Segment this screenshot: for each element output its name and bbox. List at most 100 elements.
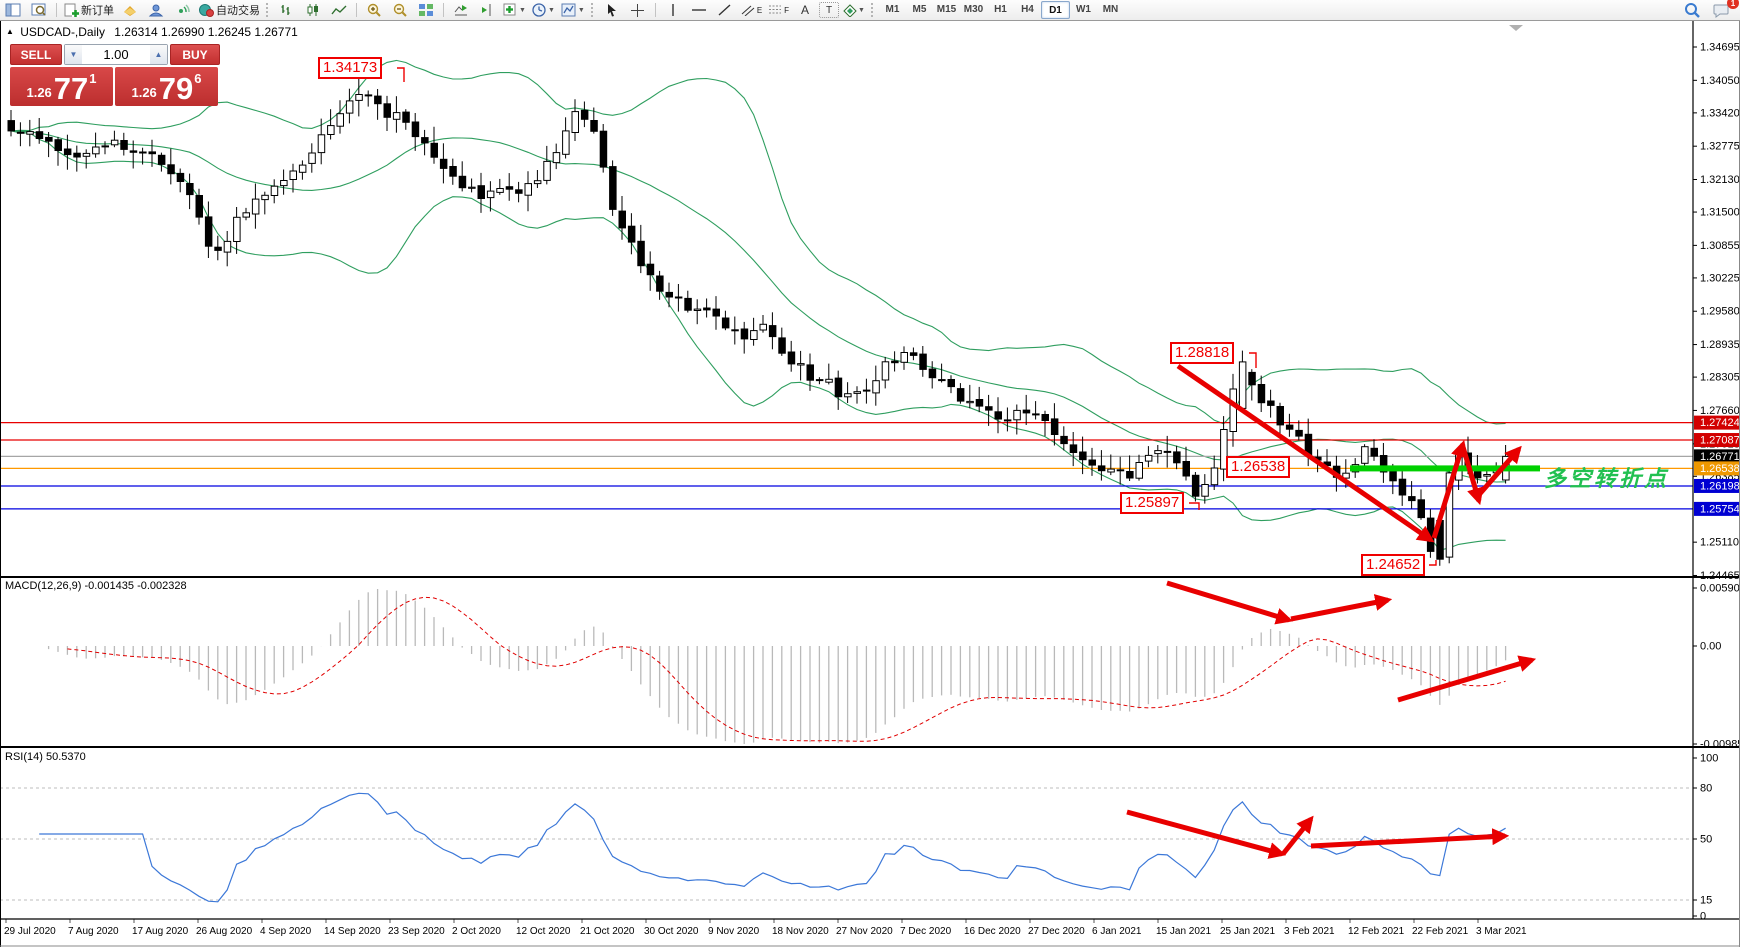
text-label-button[interactable]: T (819, 2, 840, 18)
svg-text:-0.009851: -0.009851 (1700, 739, 1740, 751)
accounts-button[interactable] (144, 1, 168, 19)
data-window-button[interactable] (27, 1, 51, 19)
volume-decrease-button[interactable]: ▼ (65, 45, 82, 64)
autotrading-button[interactable]: 自动交易 (196, 1, 262, 19)
timeframe-h1[interactable]: H1 (994, 3, 1007, 15)
timeframe-m1[interactable]: M1 (885, 3, 900, 15)
volume-input[interactable]: 1.00 (82, 45, 150, 64)
text-button[interactable]: A (801, 3, 810, 17)
candlestick-button[interactable] (301, 1, 325, 19)
search-button[interactable] (1680, 1, 1704, 19)
chart-title: ▲ USDCAD-,Daily 1.26314 1.26990 1.26245 … (6, 25, 298, 39)
green-band (1350, 25, 1540, 472)
channel-letter: E (756, 5, 763, 15)
tile-windows-button[interactable] (414, 1, 438, 19)
panel-frames (0, 20, 1740, 947)
trendline-button[interactable] (713, 1, 737, 19)
buy-button[interactable]: BUY (170, 44, 220, 65)
chart-marker-icon: ▲ (6, 27, 14, 36)
channel-button[interactable]: E (739, 1, 764, 19)
buy-price-button[interactable]: 1.26 79 6 (115, 67, 218, 106)
one-click-trading-widget: SELL ▼ 1.00 ▲ BUY 1.26 77 1 1.26 79 6 (10, 44, 220, 106)
indicators-button[interactable]: ▼ (501, 1, 528, 19)
svg-text:1.30855: 1.30855 (1700, 240, 1740, 252)
svg-text:15 Jan 2021: 15 Jan 2021 (1156, 926, 1211, 937)
svg-text:22 Feb 2021: 22 Feb 2021 (1412, 926, 1469, 937)
svg-text:27 Nov 2020: 27 Nov 2020 (836, 926, 893, 937)
svg-text:3 Feb 2021: 3 Feb 2021 (1284, 926, 1335, 937)
chevron-down-icon: ▼ (547, 6, 555, 14)
turning-point-annotation: 多空转折点 (1544, 466, 1670, 491)
templates-button[interactable]: ▼ (559, 1, 587, 19)
price-callout: 1.26538 (1226, 456, 1291, 478)
chart-shift-marker (1509, 25, 1523, 31)
price-callout: 1.24652 (1361, 554, 1426, 576)
date-axis: 29 Jul 2020 7 Aug 2020 17 Aug 2020 26 Aug 2… (4, 919, 1527, 937)
sell-price-button[interactable]: 1.26 77 1 (10, 67, 113, 106)
svg-text:2 Oct 2020: 2 Oct 2020 (452, 926, 501, 937)
symbol-period-label: USDCAD-,Daily (20, 25, 105, 39)
svg-text:50: 50 (1700, 834, 1712, 846)
timeframe-m5[interactable]: M5 (912, 3, 927, 15)
autotrading-label: 自动交易 (216, 5, 260, 17)
svg-text:7 Aug 2020: 7 Aug 2020 (68, 926, 119, 937)
ohlc-values: 1.26314 1.26990 1.26245 1.26771 (114, 25, 298, 39)
svg-text:100: 100 (1700, 753, 1718, 765)
svg-text:0: 0 (1700, 911, 1706, 923)
svg-text:21 Oct 2020: 21 Oct 2020 (580, 926, 635, 937)
chart-canvas[interactable]: 1.34695 1.34050 1.33420 1.32775 1.32130 1.315… (0, 20, 1740, 947)
svg-text:29 Jul 2020: 29 Jul 2020 (4, 926, 56, 937)
vertical-line-button[interactable] (661, 1, 685, 19)
svg-text:6 Jan 2021: 6 Jan 2021 (1092, 926, 1142, 937)
signals-button[interactable] (170, 1, 194, 19)
chart-shift-button[interactable] (475, 1, 499, 19)
periods-button[interactable]: ▼ (530, 1, 557, 19)
zoom-out-button[interactable] (388, 1, 412, 19)
rsi-title: RSI(14) 50.5370 (5, 751, 86, 763)
svg-text:1.31500: 1.31500 (1700, 207, 1740, 219)
svg-text:27 Dec 2020: 27 Dec 2020 (1028, 926, 1085, 937)
charts-panel-button[interactable] (1, 1, 25, 19)
line-chart-button[interactable] (327, 1, 351, 19)
timeframe-m15[interactable]: M15 (936, 3, 957, 15)
notification-badge: 1 (1727, 0, 1739, 9)
svg-text:1.32130: 1.32130 (1700, 174, 1740, 186)
notifications-button[interactable]: 1 (1709, 0, 1739, 19)
svg-text:18 Nov 2020: 18 Nov 2020 (772, 926, 829, 937)
cursor-button[interactable] (600, 1, 624, 19)
timeframe-m30[interactable]: M30 (963, 3, 984, 15)
buy-price-pip: 6 (194, 71, 202, 86)
buy-price-small: 1.26 (131, 85, 157, 100)
price-callout: 1.25897 (1120, 492, 1185, 514)
depth-of-market-button[interactable] (118, 1, 142, 19)
svg-text:1.27660: 1.27660 (1700, 405, 1740, 417)
timeframe-d1[interactable]: D1 (1040, 1, 1070, 19)
price-callout: 1.34173 (318, 57, 383, 79)
chevron-down-icon: ▼ (577, 6, 585, 14)
fibonacci-button[interactable]: F (766, 1, 791, 19)
new-order-button[interactable]: 新订单 (62, 1, 116, 19)
svg-text:1.29580: 1.29580 (1700, 306, 1740, 318)
svg-text:26 Aug 2020: 26 Aug 2020 (196, 926, 253, 937)
autoscroll-button[interactable] (449, 1, 473, 19)
svg-text:15: 15 (1700, 895, 1712, 907)
svg-text:3 Mar 2021: 3 Mar 2021 (1476, 926, 1527, 937)
bar-chart-button[interactable] (275, 1, 299, 19)
horizontal-line-button[interactable] (687, 1, 711, 19)
sell-price-big: 77 (53, 71, 89, 106)
crosshair-button[interactable] (626, 1, 650, 19)
timeframe-w1[interactable]: W1 (1075, 3, 1091, 15)
svg-text:16 Dec 2020: 16 Dec 2020 (964, 926, 1021, 937)
price-callout: 1.28818 (1170, 342, 1235, 364)
toolbar: 新订单 自动交易 ▼ ▼ ▼ E F A T ▼ M1 M5 M15 M30 H1 H4 D… (0, 0, 1740, 21)
svg-text:30 Oct 2020: 30 Oct 2020 (644, 926, 699, 937)
sell-button[interactable]: SELL (10, 44, 62, 65)
volume-increase-button[interactable]: ▲ (150, 45, 167, 64)
timeframe-h4[interactable]: H4 (1021, 3, 1034, 15)
timeframe-mn[interactable]: MN (1102, 3, 1119, 15)
shapes-button[interactable]: ▼ (841, 1, 867, 19)
svg-text:12 Oct 2020: 12 Oct 2020 (516, 926, 571, 937)
zoom-in-button[interactable] (362, 1, 386, 19)
svg-text:4 Sep 2020: 4 Sep 2020 (260, 926, 312, 937)
